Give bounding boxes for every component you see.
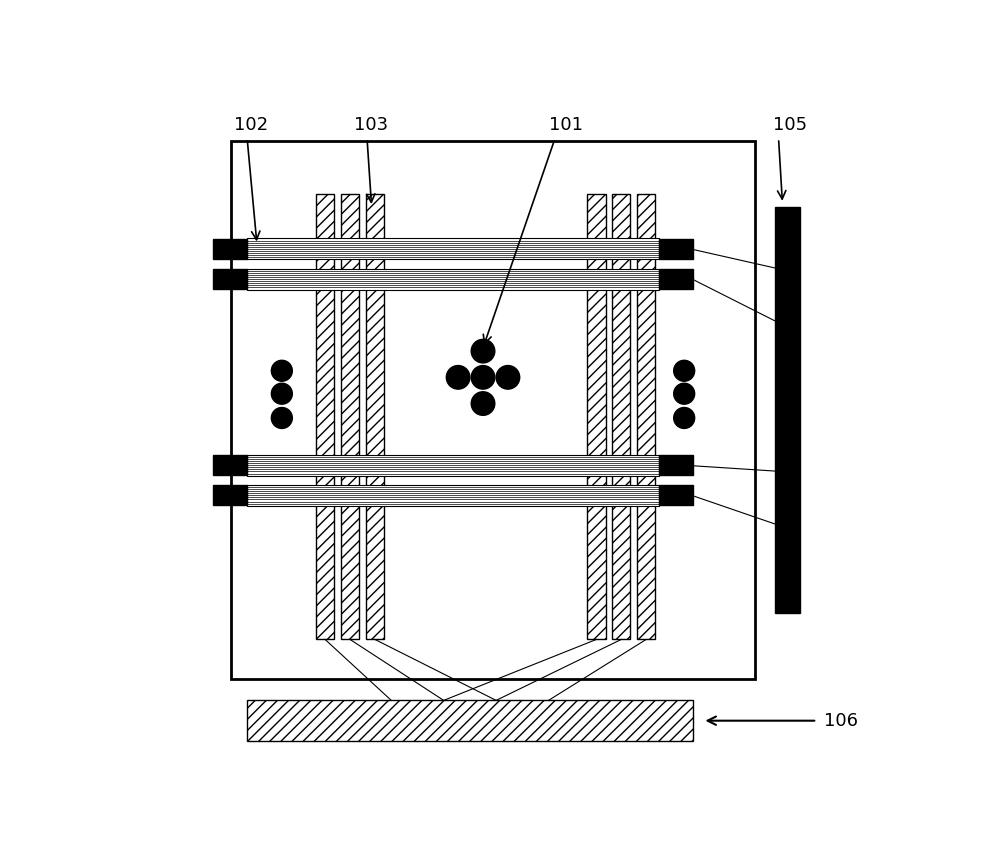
Circle shape [674,360,695,381]
Bar [247,238,659,260]
Bar [247,485,659,505]
Circle shape [271,383,292,404]
Circle shape [674,408,695,428]
Circle shape [674,383,695,404]
Circle shape [446,366,470,389]
Bar [213,239,247,259]
Bar [247,269,659,289]
Circle shape [471,366,495,389]
Circle shape [471,340,495,363]
Text: 101: 101 [549,116,583,134]
Bar [341,194,359,639]
Bar [659,485,693,505]
Text: 106: 106 [824,711,858,729]
Bar [213,485,247,505]
Bar [247,700,693,741]
Bar [659,455,693,475]
Bar [231,141,755,679]
Circle shape [471,391,495,415]
Bar [247,454,659,476]
Bar [587,194,606,639]
Circle shape [271,360,292,381]
Bar [659,269,693,288]
Text: 102: 102 [234,116,268,134]
Bar [316,194,334,639]
Bar [213,455,247,475]
Text: 103: 103 [354,116,388,134]
Bar [612,194,630,639]
Bar [637,194,655,639]
Circle shape [496,366,520,389]
Text: 105: 105 [773,116,807,134]
Circle shape [271,408,292,428]
Bar [659,239,693,259]
Bar [213,269,247,288]
Bar [775,207,800,614]
Bar [366,194,384,639]
